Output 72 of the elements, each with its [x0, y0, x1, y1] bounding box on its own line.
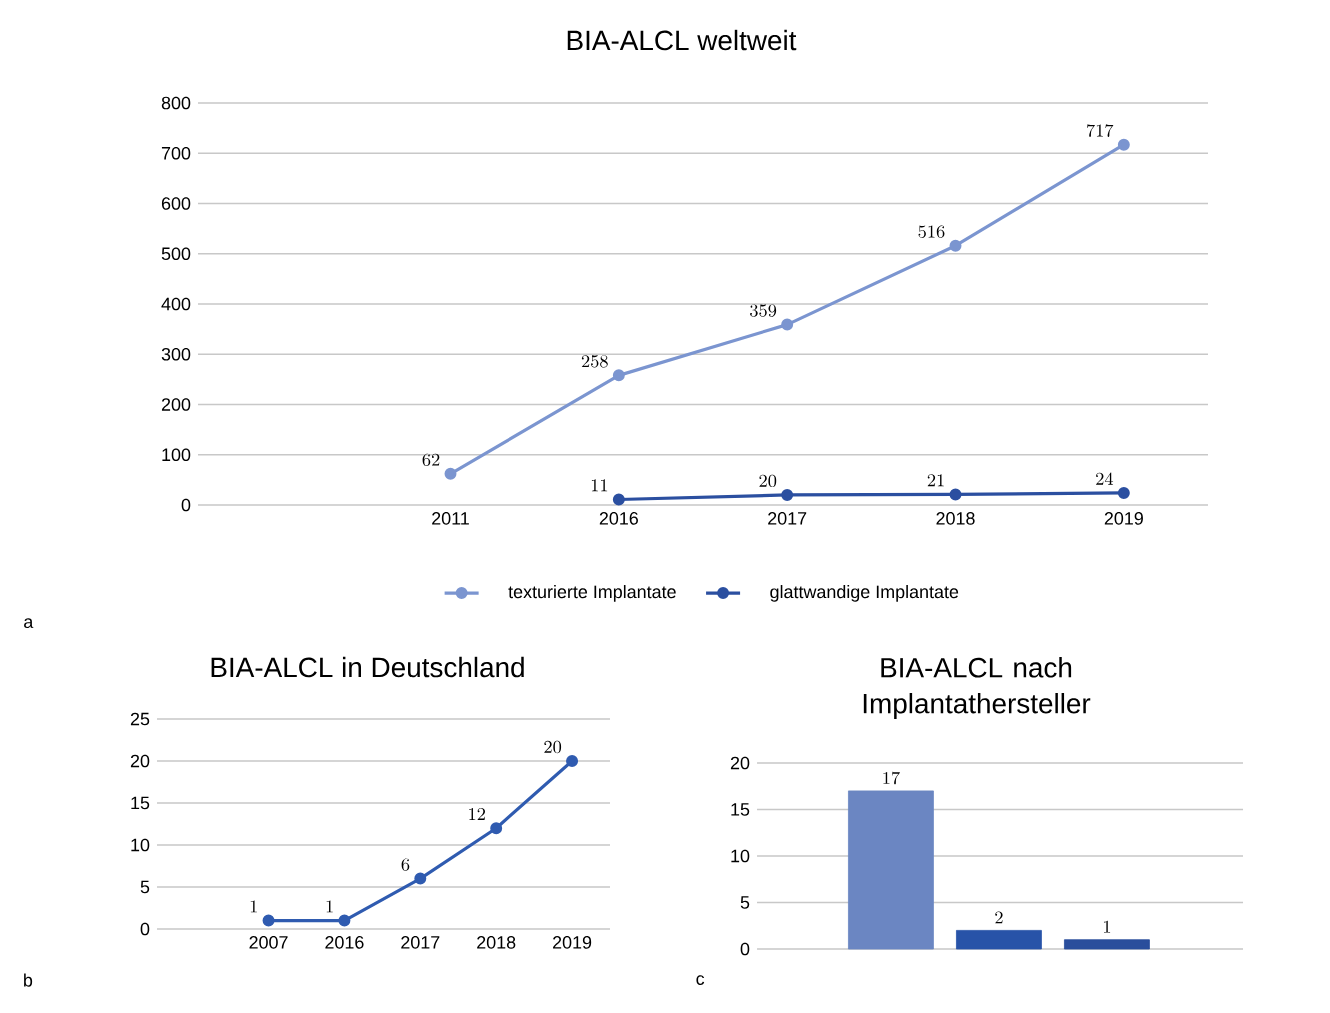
- x-tick-label: 2017: [401, 936, 440, 949]
- y-tick-label: 20: [130, 754, 150, 768]
- point: [1117, 486, 1130, 499]
- y-tick-label: 0: [740, 942, 750, 956]
- legend-label: texturierte Implantate: [508, 585, 676, 602]
- point: [414, 872, 427, 885]
- y-tick-label: 20: [730, 756, 750, 770]
- y-tick-label: 400: [161, 297, 191, 311]
- y-tick-label: 15: [131, 796, 150, 810]
- x-tick-label: 2019: [553, 936, 592, 949]
- data-label: 20: [544, 740, 562, 754]
- x-tick-label: 2019: [1104, 512, 1143, 525]
- data-label: 17: [883, 771, 900, 785]
- y-tick-label: 5: [740, 896, 750, 909]
- data-label: 258: [581, 355, 608, 368]
- y-tick-label: 500: [161, 247, 191, 261]
- data-label: 21: [927, 474, 944, 487]
- text: c: [696, 975, 705, 985]
- y-tick-label: 100: [162, 448, 191, 462]
- text: a: [24, 618, 34, 629]
- point: [949, 239, 962, 252]
- x-tick-label: 2016: [599, 512, 638, 525]
- point: [781, 318, 794, 331]
- x-tick-label: 2018: [477, 936, 516, 949]
- data-label: 1: [250, 900, 257, 913]
- data-label: 516: [918, 225, 945, 238]
- point: [612, 369, 625, 382]
- data-label: 12: [469, 808, 485, 820]
- data-label: 24: [1096, 472, 1114, 485]
- data-label: 62: [422, 453, 440, 467]
- data-label: 20: [759, 474, 777, 488]
- data-label: 1: [1103, 920, 1111, 933]
- point: [781, 488, 794, 501]
- y-tick-label: 5: [140, 880, 150, 894]
- x-tick-label: 2018: [936, 512, 975, 525]
- data-label: 2: [995, 911, 1003, 924]
- data-label: 1: [326, 900, 333, 913]
- y-tick-label: 0: [140, 922, 150, 936]
- chart-title: BIA-ALCL nach Implantathersteller: [863, 657, 1091, 719]
- text: b: [24, 973, 33, 987]
- x-tick-label: 2007: [249, 936, 288, 949]
- chart-title: BIA-ALCL in Deutschland: [211, 656, 524, 678]
- y-tick-label: 25: [130, 712, 150, 726]
- point: [1117, 138, 1130, 151]
- point: [949, 488, 962, 501]
- y-tick-label: 600: [161, 197, 191, 210]
- data-label: 6: [401, 858, 410, 871]
- bar: [1064, 939, 1150, 950]
- y-tick-label: 10: [731, 849, 750, 863]
- y-tick-label: 700: [161, 146, 191, 160]
- y-tick-label: 10: [131, 838, 150, 852]
- y-tick-label: 800: [161, 96, 191, 110]
- legend-label: glattwandige Implantate: [770, 585, 959, 602]
- point: [262, 914, 275, 927]
- y-tick-label: 15: [731, 803, 750, 816]
- point: [566, 755, 579, 767]
- x-tick-label: 2011: [432, 512, 469, 525]
- y-tick-label: 200: [161, 398, 191, 411]
- y-tick-label: 300: [161, 347, 191, 361]
- point: [612, 493, 625, 506]
- y-tick-label: 0: [181, 498, 191, 512]
- point: [444, 467, 457, 480]
- chart-title: BIA-ALCL weltweit: [567, 29, 797, 51]
- bar: [956, 930, 1042, 950]
- data-label: 359: [750, 304, 777, 317]
- x-tick-label: 2016: [325, 936, 364, 949]
- point: [338, 914, 351, 927]
- point: [490, 822, 503, 835]
- data-label: 11: [591, 479, 608, 492]
- bar: [848, 790, 934, 950]
- x-tick-label: 2017: [768, 512, 807, 525]
- data-label: 717: [1087, 124, 1114, 137]
